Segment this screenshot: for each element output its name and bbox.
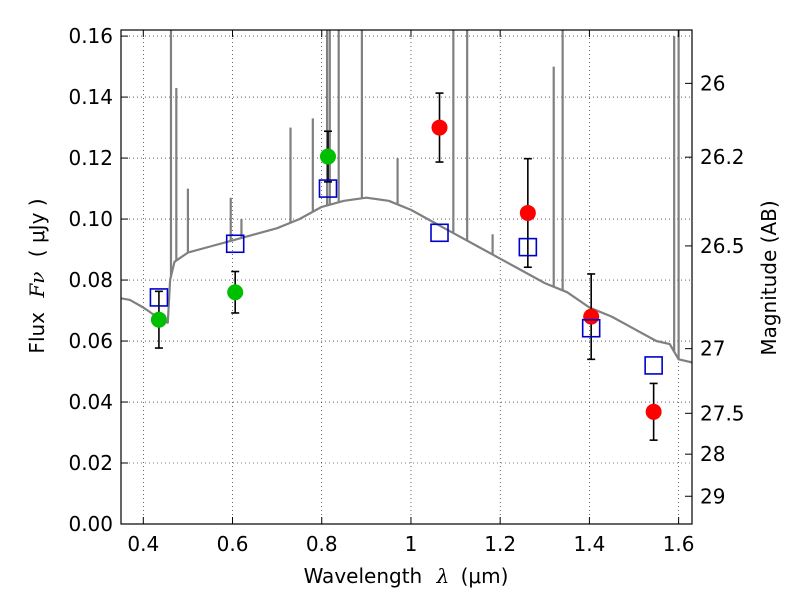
y-tick-label: 0.00	[68, 512, 113, 536]
model-point	[318, 179, 338, 198]
model-point	[225, 234, 245, 254]
y-tick-label: 0.04	[68, 390, 113, 414]
y2-axis-label: Magnitude (AB)	[757, 200, 781, 355]
svg-text:Flux Fν ( μJy ): Flux Fν ( μJy )	[25, 198, 49, 353]
y-tick-label: 0.14	[68, 85, 113, 109]
model-point	[518, 237, 538, 257]
y2-tick-label: 29	[700, 484, 725, 508]
data-point	[319, 148, 336, 165]
data-markers	[149, 119, 663, 420]
x-axis-label: Wavelength λ (μm)	[304, 564, 509, 588]
plot-frame	[120, 29, 693, 525]
x-axis-label-symbol: λ	[436, 564, 450, 588]
y-axis-label-symbol: Fν	[25, 272, 49, 299]
axis-ticks: 0.4 0.6 0.8 1 1.2 1.4 1.6 0.00 0.02 0.04 0.06 0.08 0…	[68, 24, 744, 556]
model-point	[149, 288, 169, 307]
y-tick-label: 0.16	[68, 24, 113, 48]
y-axis-label-text: Flux	[25, 312, 49, 354]
y2-tick-label: 27	[700, 337, 725, 361]
y2-tick-label: 26	[700, 71, 725, 95]
x-tick-label: 1	[405, 532, 418, 556]
model-point	[644, 356, 663, 375]
data-point	[645, 403, 662, 420]
x-tick-label: 0.4	[127, 532, 159, 556]
y-tick-label: 0.10	[68, 207, 113, 231]
model-point	[430, 223, 449, 243]
x-tick-label: 0.6	[217, 532, 249, 556]
y-tick-label: 0.02	[68, 451, 113, 475]
x-axis-label-text: Wavelength	[304, 564, 423, 588]
error-bars	[154, 92, 658, 441]
y2-tick-label: 26.5	[700, 234, 745, 258]
x-tick-label: 1.2	[484, 532, 516, 556]
y2-tick-label: 28	[700, 442, 725, 466]
spectrum-line	[121, 196, 692, 364]
x-axis-label-unit: (μm)	[461, 564, 509, 588]
data-point	[583, 308, 600, 325]
y2-tick-label: 27.5	[700, 401, 745, 425]
y-tick-label: 0.12	[68, 146, 113, 170]
y-tick-label: 0.08	[68, 268, 113, 292]
data-point	[227, 284, 244, 301]
svg-text:Wavelength λ (μm): Wavelength λ (μm)	[304, 564, 509, 588]
x-tick-label: 1.6	[663, 532, 695, 556]
x-tick-label: 0.8	[306, 532, 338, 556]
data-point	[519, 204, 536, 221]
y-axis-label-unit: ( μJy )	[25, 198, 49, 257]
y2-tick-label: 26.2	[700, 145, 745, 169]
spectrum-series	[121, 30, 692, 364]
model-point	[581, 318, 601, 338]
data-point	[431, 119, 448, 136]
grid	[121, 30, 692, 525]
x-tick-label: 1.4	[573, 532, 605, 556]
data-point	[150, 311, 167, 328]
y-tick-label: 0.06	[68, 329, 113, 353]
y-axis-label: Flux Fν ( μJy )	[25, 198, 49, 353]
